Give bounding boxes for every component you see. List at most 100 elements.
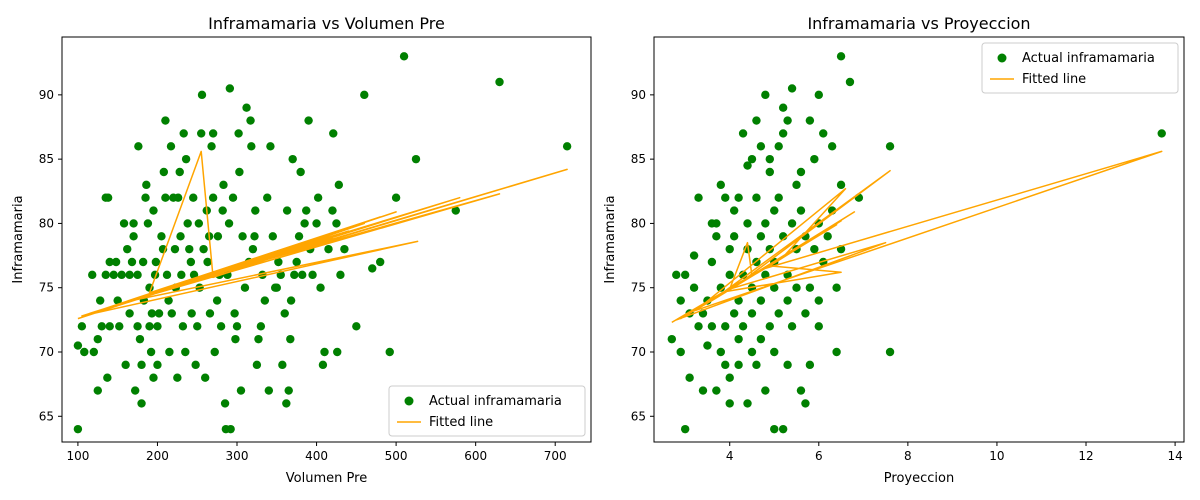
scatter-point — [774, 193, 783, 202]
scatter-point — [676, 347, 685, 357]
scatter-point — [756, 296, 766, 305]
scatter-point — [836, 52, 846, 61]
scatter-point — [316, 283, 325, 292]
x-tick-label: 12 — [1078, 449, 1093, 463]
scatter-point — [783, 116, 792, 125]
scatter-point — [765, 154, 774, 164]
scatter-point — [729, 309, 739, 318]
scatter-point — [125, 309, 134, 318]
scatter-point — [845, 77, 855, 87]
scatter-point — [224, 219, 234, 228]
scatter-point — [296, 167, 305, 177]
scatter-point — [105, 322, 114, 331]
fitted-line — [77, 150, 568, 320]
scatter-point — [756, 334, 766, 344]
scatter-point — [796, 167, 806, 177]
scatter-point — [263, 193, 272, 202]
scatter-point — [111, 257, 121, 267]
scatter-point — [173, 193, 183, 202]
y-tick-label: 65 — [631, 409, 646, 423]
scatter-point — [197, 90, 207, 100]
scatter-point — [146, 347, 156, 357]
scatter-point — [230, 309, 239, 318]
plot-frame — [653, 36, 1185, 443]
scatter-point — [680, 270, 690, 280]
y-axis-title: Inframamaria — [603, 195, 618, 283]
scatter-point — [167, 309, 176, 318]
scatter-point — [698, 386, 708, 395]
scatter-point — [93, 334, 102, 344]
scatter-point — [411, 154, 421, 164]
scatter-point — [141, 193, 150, 202]
legend: Actual inframamaria Fitted line — [388, 385, 586, 437]
scatter-point — [752, 193, 761, 202]
x-tick-label: 6 — [815, 449, 823, 463]
scatter-point — [770, 206, 779, 215]
scatter-point — [166, 142, 176, 151]
scatter-point — [165, 347, 174, 357]
scatter-point — [328, 206, 337, 215]
scatter-point — [135, 334, 145, 344]
scatter-point — [129, 219, 138, 228]
scatter-point — [765, 322, 774, 331]
scatter-point — [193, 322, 202, 331]
scatter-point — [290, 270, 299, 280]
scatter-point — [694, 322, 703, 331]
scatter-point — [752, 360, 761, 370]
chart-title: Inframamaria vs Proyeccion — [807, 14, 1030, 33]
x-tick-label: 8 — [904, 449, 912, 463]
scatter-point — [827, 142, 837, 151]
scatter-point — [385, 347, 394, 357]
scatter-point — [451, 206, 460, 215]
scatter-point — [264, 386, 274, 395]
scatter-point — [220, 399, 230, 408]
scatter-point — [787, 84, 797, 93]
scatter-point — [203, 257, 212, 267]
scatter-point — [707, 322, 717, 331]
scatter-point — [159, 167, 169, 177]
y-tick-label: 70 — [631, 345, 646, 359]
scatter-point — [248, 244, 258, 254]
scatter-point — [178, 322, 188, 331]
scatter-point — [235, 167, 244, 177]
scatter-point — [778, 129, 788, 138]
scatter-point — [113, 296, 122, 305]
scatter-point — [115, 322, 124, 331]
scatter-point — [783, 360, 792, 370]
scatter-point — [333, 347, 342, 357]
scatter-point — [743, 399, 752, 408]
scatter-point — [300, 219, 309, 228]
scatter-point — [778, 103, 788, 112]
scatter-point — [185, 244, 194, 254]
scatter-point — [694, 193, 703, 202]
scatter-point — [164, 296, 173, 305]
scatter-point — [814, 322, 823, 331]
scatter-point — [286, 296, 296, 305]
scatter-point — [770, 424, 779, 434]
legend-label-scatter: Actual inframamaria — [429, 394, 562, 409]
scatter-point — [712, 232, 721, 241]
scatter-point — [199, 244, 208, 254]
scatter-point — [743, 219, 752, 228]
scatter-point — [712, 386, 721, 395]
scatter-point — [734, 334, 743, 344]
scatter-point — [212, 296, 222, 305]
scatter-point — [320, 347, 329, 357]
scatter-point — [721, 322, 730, 331]
scatter-point — [133, 322, 142, 331]
scatter-point — [819, 129, 828, 138]
scatter-point — [308, 270, 317, 280]
scatter-point — [284, 386, 293, 395]
legend-box — [388, 385, 586, 437]
scatter-point — [787, 322, 797, 331]
scatter-point — [208, 193, 218, 202]
scatter-point — [278, 360, 287, 370]
scatter-point — [282, 206, 292, 215]
scatter-point — [302, 206, 311, 215]
scatter-point — [252, 360, 262, 370]
scatter-point — [562, 142, 572, 151]
scatter-point — [256, 322, 266, 331]
scatter-point — [796, 386, 806, 395]
scatter-point — [183, 219, 192, 228]
